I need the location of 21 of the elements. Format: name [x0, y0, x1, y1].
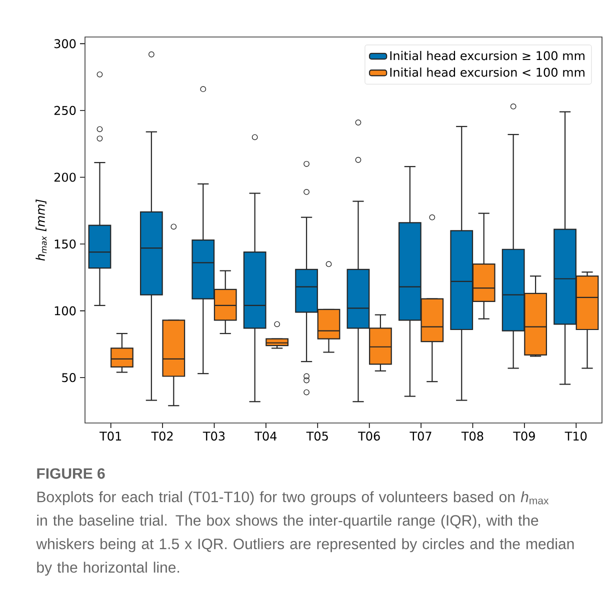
y-tick-label: 50: [62, 373, 76, 382]
x-tick-label: T02: [151, 432, 173, 441]
y-tick-label: 300: [54, 39, 76, 48]
x-tick-label: T07: [410, 432, 432, 441]
caption: FIGURE 6: [37, 468, 105, 479]
text: Boxplots for each trial (T01-T10) for two groups of volunteers based on h$_{max}$ in the baseline trial. The box shows the inter-quartile range (IQR), with the whiskers being at 1.5 x IQR. Outliers are represented by circles and the median by the horizontal line.: [36, 491, 574, 576]
x-tick-label: T05: [306, 432, 328, 441]
legend-label: Initial head excursion ≥ 100 mm: [390, 50, 584, 60]
x-tick-label: T09: [513, 432, 535, 441]
y-tick-label: 200: [54, 172, 76, 182]
x-tick-label: T10: [564, 432, 587, 441]
legend-label: Initial head excursion < 100 mm: [390, 68, 584, 77]
x-tick-label: T01: [100, 432, 122, 441]
y-tick-label: 150: [54, 239, 76, 249]
x-tick-label: T03: [202, 432, 225, 441]
x-tick-label: T08: [461, 432, 484, 441]
y-axis-title: h$_{max}$ [mm]: [36, 200, 47, 261]
x-tick-label: T06: [358, 432, 380, 441]
x-tick-label: T04: [254, 432, 277, 441]
y-tick-label: 250: [54, 106, 76, 116]
y-tick-label: 100: [54, 306, 76, 316]
